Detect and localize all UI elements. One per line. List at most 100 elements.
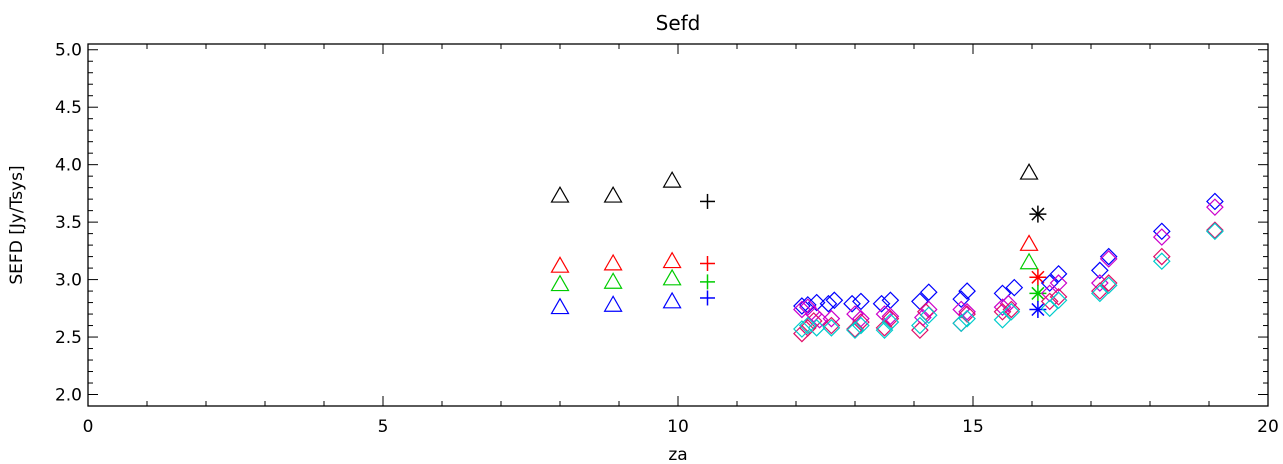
y-tick-label: 2.5 [55, 328, 82, 348]
diamond-point [881, 309, 900, 328]
x-tick-label: 0 [83, 417, 94, 437]
diamond-point [1002, 302, 1021, 321]
x-tick-label: 15 [962, 417, 984, 437]
diamond-point [1040, 284, 1059, 303]
diamond-point [875, 319, 894, 337]
diamond-point [1091, 261, 1109, 280]
diamond-point [843, 294, 861, 313]
diamond-point [952, 314, 971, 333]
diamond-point [846, 320, 864, 338]
diamond-point [911, 316, 929, 335]
plus-point [700, 274, 715, 290]
diamond-point [1099, 276, 1118, 295]
x-axis-label: za [668, 445, 687, 464]
diamond-point [993, 310, 1012, 329]
diamond-point [1152, 247, 1171, 266]
marks-layer [550, 163, 1224, 343]
y-tick-label: 4.5 [55, 98, 82, 118]
diamond-point [1206, 221, 1224, 240]
diamond-point [1049, 274, 1068, 292]
diamond-point [793, 320, 811, 338]
triangle-point [550, 274, 570, 292]
diamond-point [852, 313, 870, 331]
diamond-point [822, 309, 841, 328]
diamond-point [911, 321, 929, 340]
diamond-point [958, 309, 976, 328]
diamond-point [952, 290, 971, 308]
triangle-point [603, 185, 623, 203]
x-tick-label: 20 [1257, 417, 1279, 437]
triangle-point [662, 291, 682, 309]
diamond-point [1049, 291, 1068, 310]
diamond-point [1040, 292, 1059, 311]
y-tick-label: 4.0 [55, 156, 82, 176]
diamond-point [798, 298, 817, 317]
diamond-point [819, 294, 838, 313]
diamond-point [872, 294, 891, 313]
triangle-point [662, 251, 682, 269]
diamond-point [846, 321, 864, 340]
triangle-point [662, 268, 682, 286]
diamond-point [1099, 250, 1118, 268]
diamond-point [1206, 192, 1224, 211]
diamond-point [1040, 299, 1059, 318]
diamond-point [881, 313, 900, 331]
ticks-layer: 0 5 10 15 20 2.0 2.5 3.0 3.5 4.0 4.5 5.0 [55, 41, 1279, 437]
y-tick-label: 2.0 [55, 386, 82, 406]
diamond-point [1099, 274, 1118, 292]
diamond-point [999, 294, 1018, 313]
y-tick-label: 5.0 [55, 41, 82, 61]
diamond-point [798, 319, 817, 337]
chart-title: Sefd [656, 11, 701, 35]
diamond-point [1002, 300, 1021, 319]
diamond-point [919, 306, 938, 325]
diamond-point [958, 302, 976, 321]
diamond-point [1091, 282, 1109, 300]
triangle-point [1019, 163, 1039, 180]
diamond-point [993, 302, 1012, 321]
triangle-point [550, 256, 570, 273]
diamond-point [793, 297, 811, 315]
diamond-point [958, 305, 976, 323]
asterisk-point [1029, 268, 1047, 286]
y-axis-label: SEFD [Jy/Tsys] [7, 165, 27, 284]
diamond-point [1206, 198, 1224, 217]
triangle-point [603, 272, 623, 289]
diamond-point [1099, 247, 1118, 266]
y-tick-label: 3.5 [55, 213, 82, 233]
plot-frame [87, 43, 1269, 407]
diamond-point [875, 321, 894, 340]
diamond-point [1005, 278, 1024, 297]
triangle-point [1019, 234, 1039, 251]
plus-point [700, 290, 715, 306]
triangle-point [662, 171, 682, 188]
triangle-point [550, 297, 570, 315]
triangle-point [603, 253, 623, 271]
diamond-point [911, 292, 929, 311]
diamond-point [807, 319, 826, 337]
diamond-point [1049, 287, 1068, 306]
diamond-point [1206, 222, 1224, 241]
triangle-point [603, 295, 623, 312]
diamond-point [1152, 252, 1171, 271]
diamond-point [825, 291, 844, 310]
x-tick-label: 5 [378, 417, 389, 437]
triangle-point [1019, 252, 1039, 270]
diamond-point [1091, 284, 1109, 303]
diamond-point [1049, 264, 1068, 283]
plus-point [700, 255, 715, 271]
diamond-point [807, 293, 826, 312]
y-tick-label: 3.0 [55, 271, 82, 291]
triangle-point [550, 185, 570, 203]
asterisk-point [1029, 205, 1047, 223]
asterisk-point [1029, 284, 1047, 302]
diamond-point [852, 292, 870, 311]
diamond-point [852, 316, 870, 335]
plus-point [700, 193, 715, 209]
diamond-point [881, 307, 900, 326]
diamond-point [793, 300, 811, 319]
diamond-point [822, 319, 841, 337]
diamond-point [1152, 228, 1171, 246]
